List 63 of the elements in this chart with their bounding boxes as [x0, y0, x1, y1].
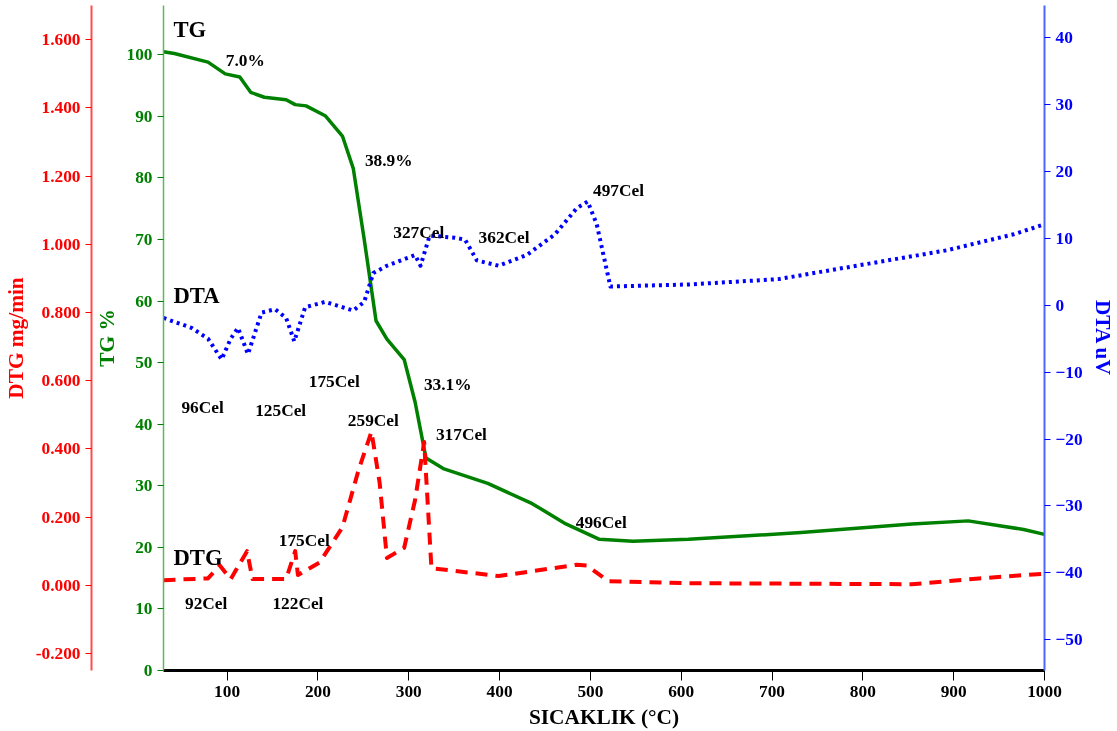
x-tick-label: 700: [759, 681, 786, 701]
y3-tick-label: 0.600: [41, 371, 81, 391]
y3-tick-label: 0.000: [41, 575, 81, 595]
y3-tick-label: 1.400: [41, 98, 81, 118]
y2-axis-title: DTA uV: [1090, 299, 1115, 376]
annotation: 175Cel: [308, 372, 360, 392]
x-tick-label: 1000: [1027, 681, 1062, 701]
y3-tick-label: 0.800: [41, 302, 81, 322]
annotation: 96Cel: [181, 398, 224, 418]
x-tick-label: 500: [577, 681, 604, 701]
y-tick-label: 100: [126, 45, 153, 65]
y2-tick-label: 10: [1055, 228, 1073, 248]
y3-tick-label: 0.400: [41, 439, 81, 459]
y-tick-label: 0: [143, 661, 153, 680]
y-tick-label: 80: [135, 168, 153, 188]
y-tick-label: 40: [135, 414, 153, 434]
annotation: 496Cel: [575, 512, 627, 532]
x-tick-label: 800: [849, 681, 876, 701]
x-tick-label: 400: [486, 681, 513, 701]
annotation: 175Cel: [278, 531, 330, 551]
y2-tick-label: −50: [1055, 630, 1083, 650]
series-label: TG: [173, 16, 207, 42]
annotation: 259Cel: [347, 411, 399, 431]
y2-tick-label: 0: [1055, 295, 1065, 315]
annotation: 362Cel: [478, 228, 530, 248]
x-tick-label: 600: [668, 681, 695, 701]
y3-tick-label: 1.600: [41, 30, 81, 50]
y2-tick-label: −30: [1055, 496, 1083, 516]
y-tick-label: 10: [135, 599, 153, 619]
x-tick-label: 300: [395, 681, 422, 701]
y3-tick-label: -0.200: [35, 643, 81, 663]
y2-tick-label: 30: [1055, 95, 1073, 115]
series-label: DTA: [173, 282, 221, 308]
y-axis-title: TG %: [94, 309, 119, 367]
x-axis-title: SICAKLIK (°C): [528, 704, 680, 729]
y-tick-label: 20: [135, 537, 153, 557]
y-tick-label: 90: [135, 106, 153, 126]
annotation: 92Cel: [185, 593, 228, 613]
annotation: 327Cel: [393, 223, 445, 243]
annotation: 497Cel: [593, 181, 645, 201]
x-tick-label: 200: [304, 681, 331, 701]
series-label: DTG: [173, 545, 223, 571]
annotation: 38.9%: [364, 151, 413, 171]
annotation: 7.0%: [225, 51, 265, 71]
annotation: 33.1%: [423, 374, 472, 394]
y-tick-label: 70: [135, 229, 153, 249]
y2-tick-label: −40: [1055, 563, 1083, 583]
y2-tick-label: −10: [1055, 362, 1083, 382]
y2-tick-label: 20: [1055, 161, 1073, 181]
y2-tick-label: −20: [1055, 429, 1083, 449]
annotation: 122Cel: [272, 593, 324, 613]
x-tick-label: 900: [940, 681, 967, 701]
y3-tick-label: 0.200: [41, 507, 81, 527]
y3-tick-label: 1.200: [41, 166, 81, 186]
annotation: 125Cel: [255, 401, 307, 421]
x-tick-label: 100: [214, 681, 241, 701]
y2-tick-label: 40: [1055, 28, 1073, 48]
y-tick-label: 50: [135, 353, 153, 373]
y3-axis-title: DTG mg/min: [3, 277, 28, 399]
y-tick-label: 60: [135, 291, 153, 311]
y-tick-label: 30: [135, 476, 153, 496]
annotation: 317Cel: [435, 425, 488, 445]
y3-tick-label: 1.000: [41, 234, 81, 254]
